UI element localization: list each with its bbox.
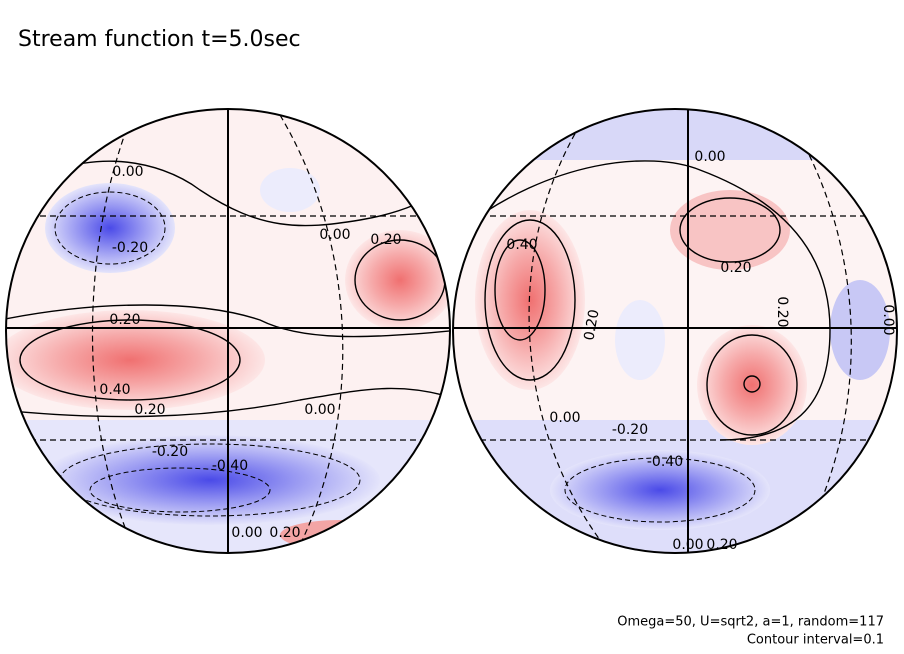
contour-label: 0.00 bbox=[549, 410, 580, 426]
contour-label: 0.40 bbox=[506, 237, 537, 253]
title: Stream function t=5.0sec bbox=[18, 27, 301, 52]
contour-label: -0.20 bbox=[612, 422, 648, 438]
contour-label: 0.00 bbox=[694, 149, 725, 165]
contour-label: 0.40 bbox=[99, 382, 130, 398]
contour-label: 0.20 bbox=[706, 537, 737, 553]
contour-label: -0.20 bbox=[112, 240, 148, 256]
contour-label: 0.00 bbox=[319, 227, 350, 243]
contour-label: 0.20 bbox=[109, 312, 140, 328]
globe-right bbox=[453, 109, 897, 553]
contour-label: 0.20 bbox=[370, 232, 401, 248]
contour-label: -0.40 bbox=[647, 454, 683, 470]
contour-label: 0.00 bbox=[672, 537, 703, 553]
contour-label: -0.40 bbox=[212, 458, 248, 474]
contour-label: 0.20 bbox=[720, 260, 751, 276]
contour-label: 0.00 bbox=[112, 164, 143, 180]
contour-label: 0.20 bbox=[269, 525, 300, 541]
contour-label: 0.00 bbox=[231, 525, 262, 541]
footnote: Contour interval=0.1 bbox=[747, 633, 884, 648]
globe-left bbox=[6, 109, 450, 553]
contour-label: 0.20 bbox=[581, 308, 602, 341]
contour-labels: 0.00 -0.20 0.00 0.20 0.20 0.40 0.20 0.00… bbox=[99, 149, 896, 553]
contour-label: 0.00 bbox=[304, 402, 335, 418]
globe-outline bbox=[452, 108, 898, 554]
contour-label: 0.00 bbox=[880, 304, 896, 335]
contour-label: 0.20 bbox=[774, 296, 790, 327]
globe-outline bbox=[5, 108, 451, 554]
contour-label: -0.20 bbox=[152, 444, 188, 460]
footnote: Omega=50, U=sqrt2, a=1, random=117 bbox=[617, 615, 884, 630]
contour-label: 0.20 bbox=[134, 402, 165, 418]
